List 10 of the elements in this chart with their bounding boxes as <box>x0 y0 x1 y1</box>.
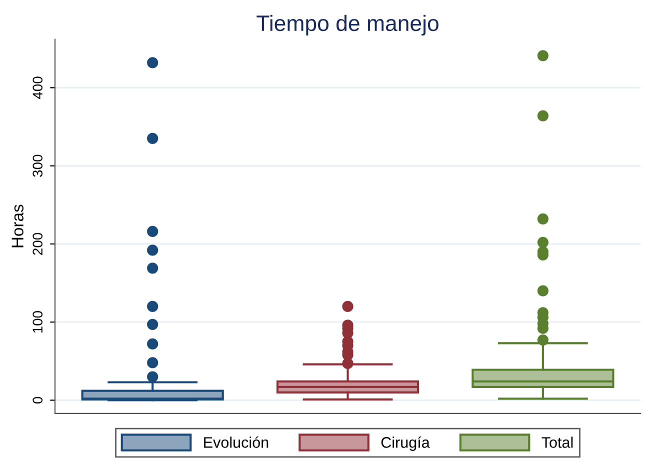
legend-label: Evolución <box>204 436 268 448</box>
y-tick-label: 400 <box>32 76 43 99</box>
y-tick-label: 200 <box>32 232 43 255</box>
y-axis-title: Horas <box>12 204 24 248</box>
legend-label: Cirugía <box>381 436 430 451</box>
legend-label: Total <box>542 436 573 448</box>
y-tick-label: 100 <box>32 311 43 333</box>
y-tick-label: 300 <box>32 154 43 177</box>
y-tick-label: 0 <box>32 396 43 404</box>
chart-title: Tiempo de manejo <box>256 14 438 36</box>
